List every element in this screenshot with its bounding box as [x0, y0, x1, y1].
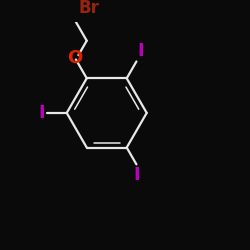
Text: O: O — [67, 49, 82, 67]
Text: I: I — [138, 42, 144, 60]
Text: I: I — [39, 104, 46, 122]
Text: Br: Br — [78, 0, 99, 17]
Text: I: I — [134, 166, 140, 184]
